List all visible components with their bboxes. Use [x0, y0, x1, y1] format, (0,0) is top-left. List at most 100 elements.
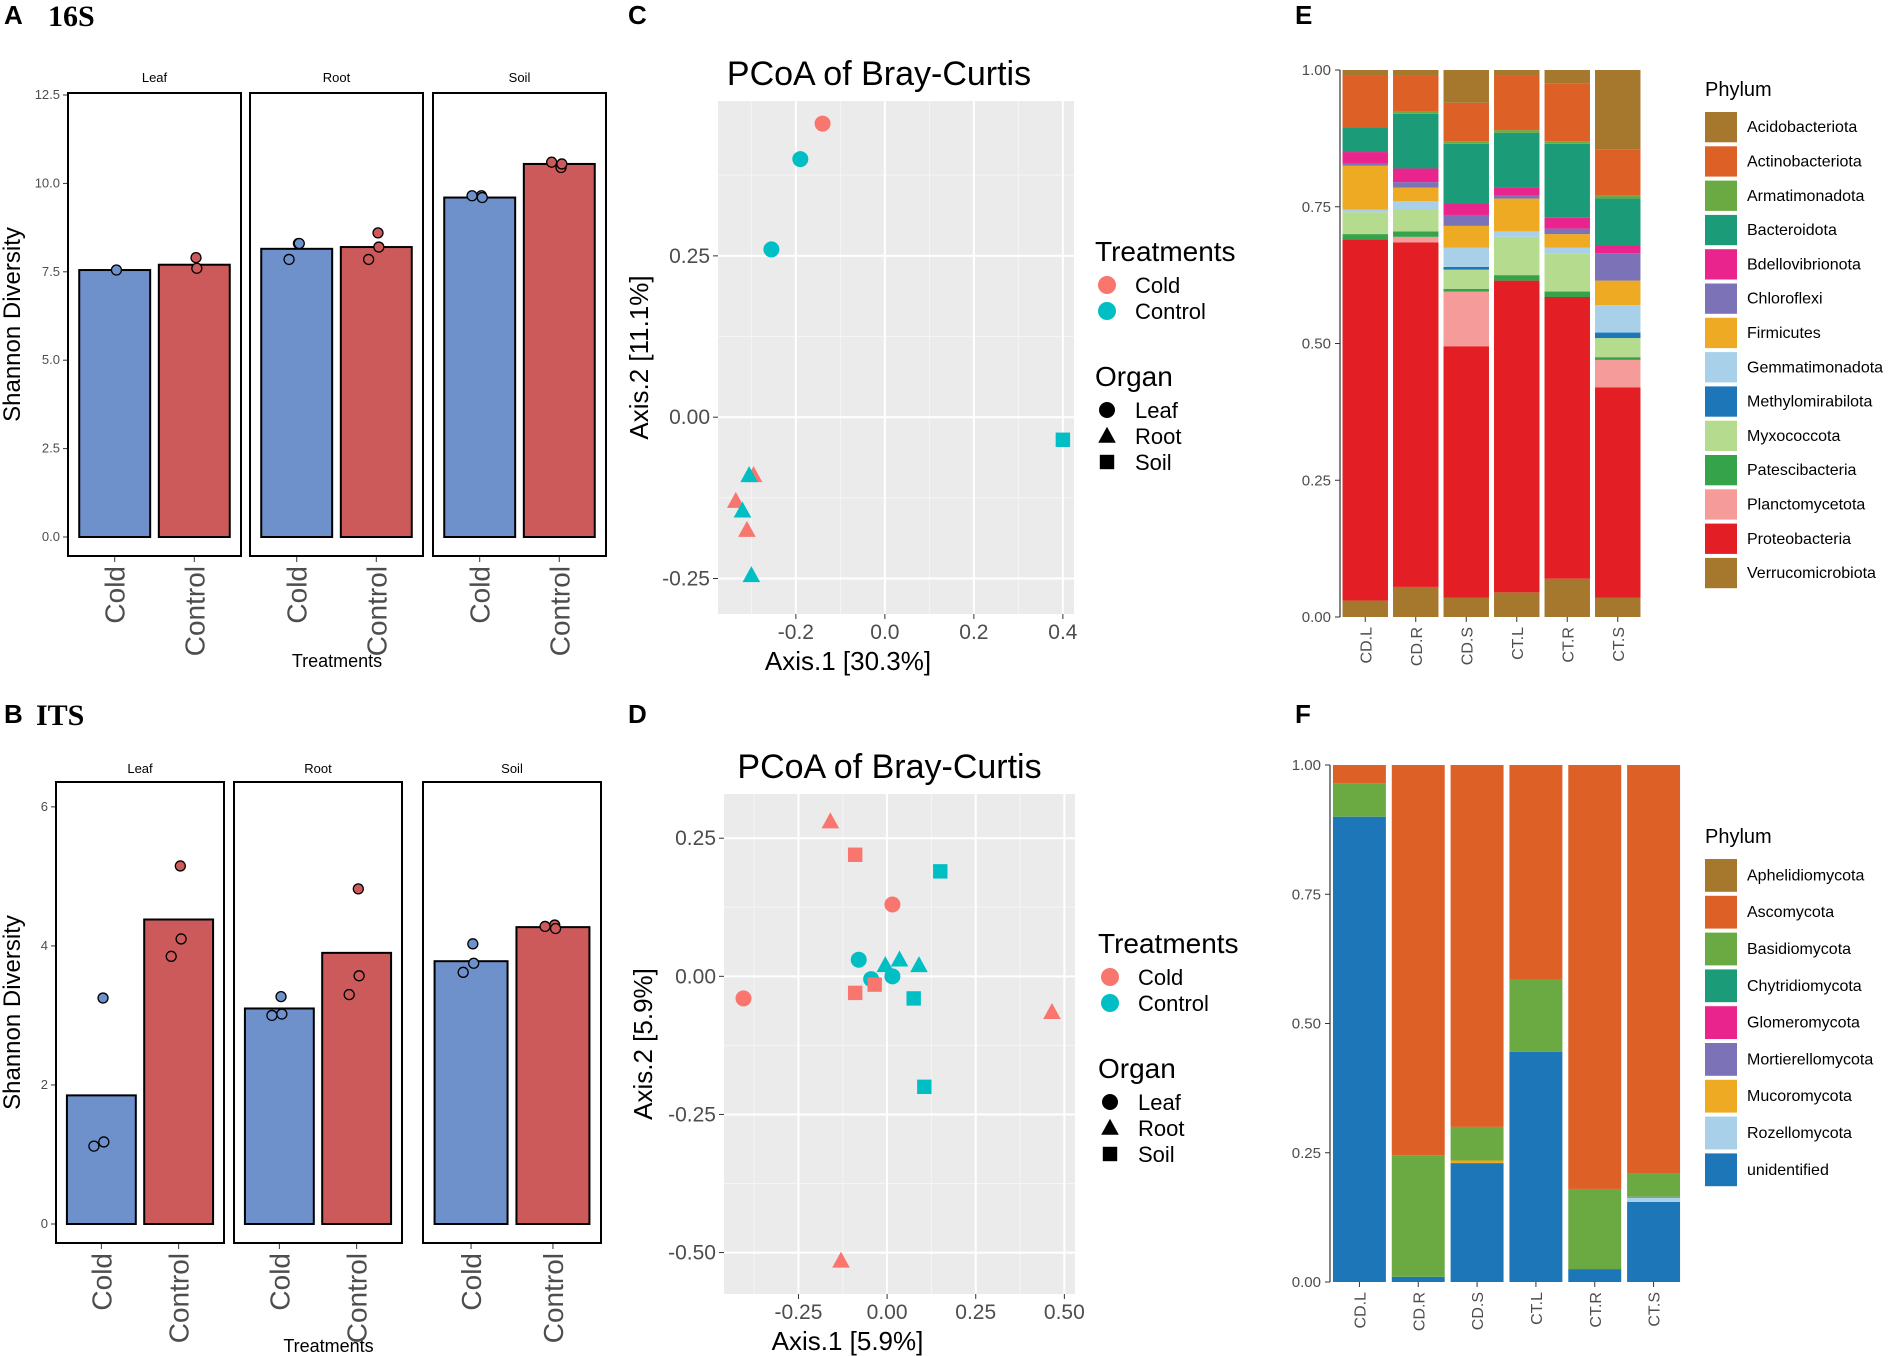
legend-key-proteobacteria [1705, 523, 1737, 554]
stack-seg-cd-l-patescibacteria [1342, 234, 1388, 240]
stack-seg-ct-l-chloroflexi [1494, 195, 1540, 199]
legend-label-mucoromycota: Mucoromycota [1747, 1088, 1852, 1105]
y-tick-label: 0.00 [1292, 1274, 1321, 1291]
pcoa-point-cold-leaf [735, 990, 752, 1007]
x-tick-label: 0.0 [870, 621, 899, 644]
stack-seg-ct-s-proteobacteria [1595, 387, 1641, 598]
legend-title-phylum: Phylum [1705, 79, 1772, 101]
bar-leaf-cold [78, 269, 152, 538]
x-axis-title: Treatments [292, 651, 382, 671]
stack-seg-ct-r-firmicutes [1544, 234, 1590, 248]
stack-seg-cd-l-unidentified [1332, 816, 1386, 1282]
stack-seg-cd-r-firmicutes [1393, 187, 1439, 202]
legend-key-myxococcota [1705, 420, 1737, 451]
facet-frame [422, 781, 602, 1244]
stack-seg-ct-s-patescibacteria [1595, 357, 1641, 360]
stack-seg-ct-s-rozellomycota [1627, 1197, 1681, 1202]
data-point [539, 920, 551, 933]
panel-d-pcoa-its: -0.25 0.00 0.25 0.50 -0.50 -0.25 0.00 0.25 PCoA … [628, 748, 1239, 1356]
y-tick-label: 0.25 [1302, 472, 1331, 489]
stack-seg-cd-r-proteobacteria [1393, 242, 1439, 587]
stack-seg-cd-l-myxococcota [1342, 212, 1388, 235]
legend-key-root [1101, 1118, 1119, 1135]
legend-label-planctomycetota: Planctomycetota [1747, 496, 1865, 513]
data-point [467, 938, 479, 950]
y-tick-label: 5.0 [42, 352, 60, 367]
stack-seg-cd-l-actinobacteriota [1342, 75, 1388, 128]
stack-seg-ct-r-unidentified [1568, 1269, 1622, 1282]
legend-label-aphelidiomycota: Aphelidiomycota [1747, 867, 1865, 884]
pcoa-point-cold-root [832, 1251, 850, 1268]
facet-frame [249, 92, 424, 557]
y-tick-label: 2.5 [42, 441, 60, 456]
stack-seg-ct-r-bdellovibrionota [1544, 217, 1590, 229]
stack-seg-cd-l-firmicutes [1342, 165, 1388, 210]
legend-label-leaf: Leaf [1138, 1090, 1182, 1115]
stack-seg-ct-r-ascomycota [1568, 765, 1622, 1189]
legend-key-bdellovibrionota [1705, 249, 1737, 280]
y-tick-label: 0.25 [669, 245, 710, 268]
stack-seg-cd-l-bacteroidota [1342, 127, 1388, 153]
stack-seg-ct-l-armatimonadota [1494, 130, 1540, 133]
data-point [545, 156, 558, 168]
legend-label-chloroflexi: Chloroflexi [1747, 291, 1823, 308]
data-point [88, 1140, 100, 1152]
stack-seg-cd-r-myxococcota [1393, 209, 1439, 232]
x-tick-label-cold: Cold [100, 566, 131, 624]
y-tick-label: -0.25 [662, 568, 710, 591]
stack-seg-cd-s-firmicutes [1443, 225, 1489, 248]
stack-seg-cd-l-acidobacteriota [1342, 600, 1388, 617]
legend-label-glomeromycota: Glomeromycota [1747, 1015, 1860, 1032]
stack-seg-cd-r-gemmatimonadota [1393, 201, 1439, 210]
stack-seg-ct-r-armatimonadota [1544, 141, 1590, 144]
panel-c-pcoa-16s: -0.2 0.0 0.2 0.4 -0.25 0.00 0.25 PCoA of Bray-C… [624, 55, 1236, 676]
stack-seg-cd-s-acidobacteriota [1443, 597, 1489, 617]
stack-seg-ct-s-gemmatimonadota [1595, 305, 1641, 333]
stack-seg-ct-s-bdellovibrionota [1595, 245, 1641, 254]
legend-label-mortierellomycota: Mortierellomycota [1747, 1051, 1873, 1068]
data-point [362, 253, 375, 266]
stack-seg-ct-r-bacteroidota [1544, 143, 1590, 218]
stack-seg-ct-l-ascomycota [1509, 765, 1563, 980]
facet-frame [55, 781, 225, 1244]
stack-seg-ct-r-gemmatimonadota [1544, 247, 1590, 254]
stack-seg-cd-r-verrucomicrobiota [1393, 70, 1439, 76]
x-tick-label-ct-r: CT.R [1560, 627, 1577, 663]
stack-seg-cd-r-bdellovibrionota [1393, 168, 1439, 183]
stack-seg-cd-s-actinobacteriota [1443, 102, 1489, 142]
y-tick-label: 1.00 [1302, 62, 1331, 79]
data-point [293, 237, 305, 250]
stack-seg-cd-r-basidiomycota [1391, 1155, 1445, 1277]
panel-a-alpha-diversity-16s: 0.0 2.5 5.0 7.5 10.0 12.5 Shannon Diversity Tre… [0, 70, 607, 671]
x-tick-label-control: Control [342, 1253, 373, 1343]
panel-subtitle-its: ITS [36, 699, 84, 732]
x-tick-label-cold: Cold [282, 566, 313, 624]
legend-key-chloroflexi [1705, 283, 1737, 314]
data-point [175, 933, 187, 945]
stack-seg-ct-s-bacteroidota [1595, 198, 1641, 246]
stack-seg-ct-s-planctomycetota [1595, 359, 1641, 388]
data-point [372, 227, 384, 239]
x-tick-label-ct-r: CT.R [1588, 1292, 1605, 1328]
pcoa-point-cold-root [1043, 1003, 1061, 1020]
bar-soil-control [522, 162, 596, 538]
panel-label-f: F [1295, 699, 1311, 729]
stack-seg-ct-l-basidiomycota [1509, 979, 1563, 1052]
legend-label-rozellomycota: Rozellomycota [1747, 1125, 1852, 1142]
pcoa-point-control-soil [917, 1079, 932, 1095]
facet-strip-root: Root [323, 70, 351, 85]
legend-label-root: Root [1138, 1116, 1184, 1141]
stack-seg-ct-l-unidentified [1509, 1051, 1563, 1282]
x-tick-label: -0.25 [775, 1301, 823, 1324]
data-point [275, 991, 287, 1003]
stack-seg-cd-s-myxococcota [1443, 269, 1489, 289]
legend-label-gemmatimonadota: Gemmatimonadota [1747, 359, 1883, 376]
y-tick-label: 0.00 [669, 406, 710, 429]
legend-key-acidobacteriota [1705, 112, 1737, 143]
legend-title-phylum: Phylum [1705, 826, 1772, 848]
legend-label-soil: Soil [1138, 1142, 1175, 1167]
y-axis-title: Axis.2 [11.1%] [624, 275, 654, 439]
legend-label-firmicutes: Firmicutes [1747, 325, 1821, 342]
stack-seg-cd-r-ascomycota [1391, 765, 1445, 1156]
legend-key-mucoromycota [1705, 1079, 1737, 1113]
